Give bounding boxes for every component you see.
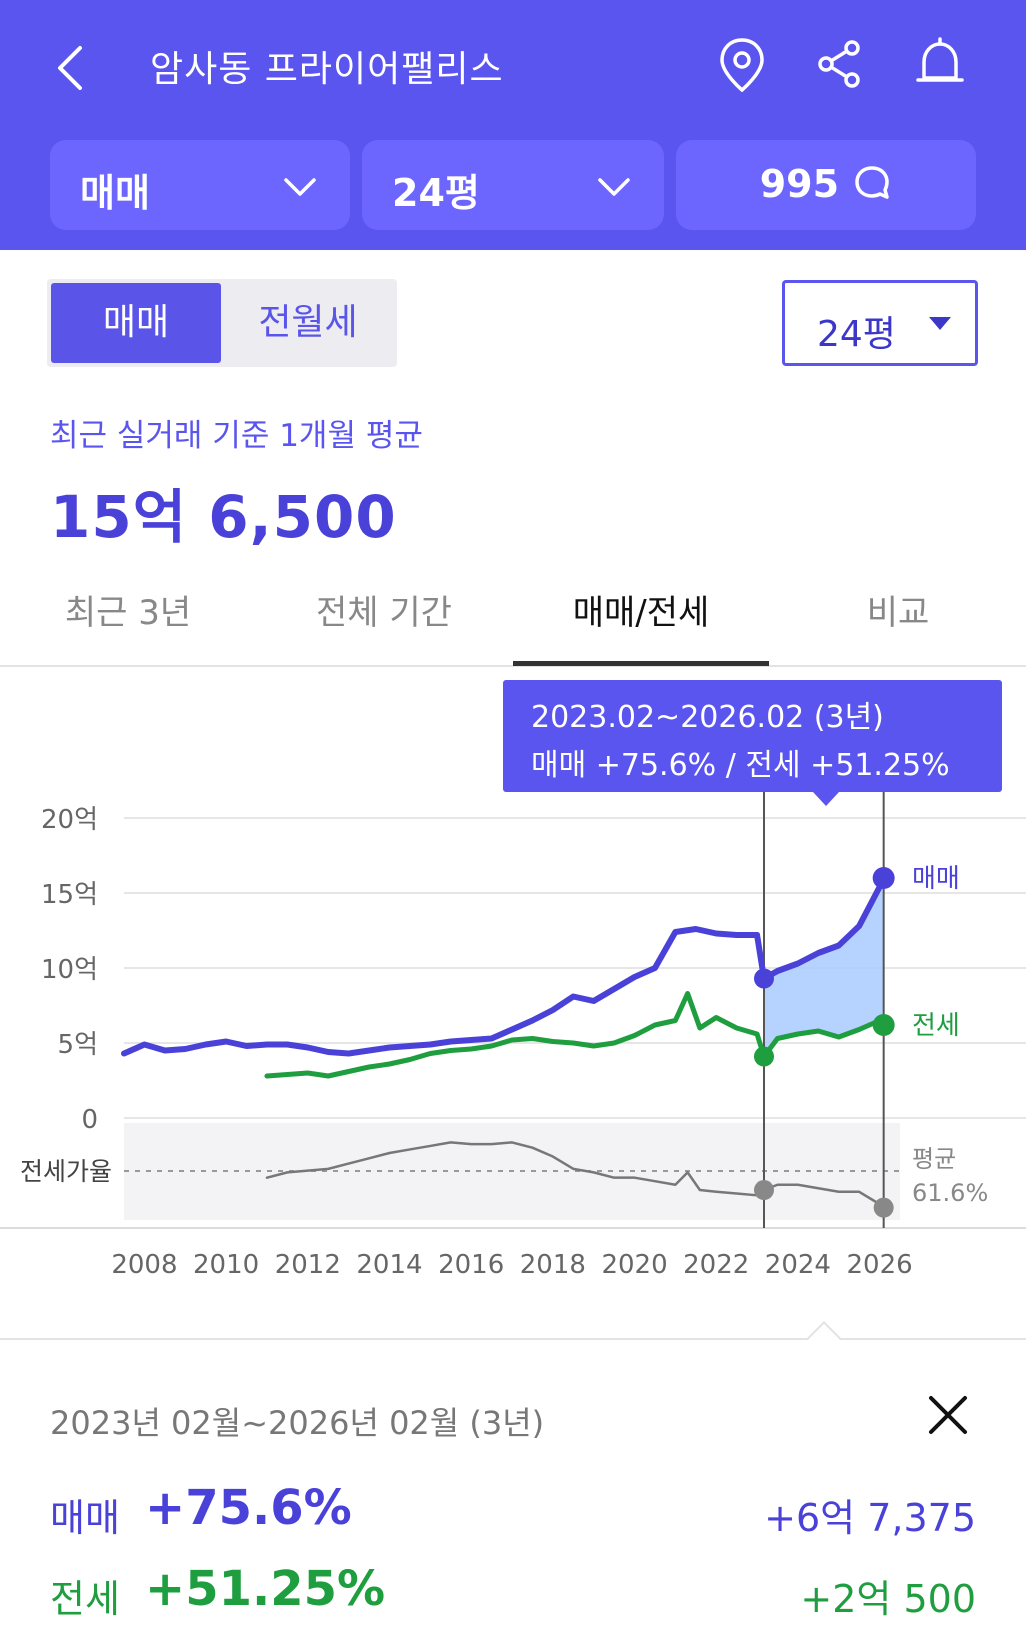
range-tooltip: 2023.02~2026.02 (3년) 매매 +75.6% / 전세 +51.… bbox=[503, 680, 1002, 806]
x-tick-label: 2016 bbox=[438, 1250, 504, 1280]
x-tick-label: 2024 bbox=[765, 1250, 831, 1280]
section-divider bbox=[0, 1338, 1026, 1340]
tab-all-period[interactable]: 전체 기간 bbox=[316, 593, 452, 633]
close-icon[interactable] bbox=[925, 1392, 971, 1438]
x-tick-label: 2026 bbox=[846, 1250, 912, 1280]
average-price: 15억 6,500 bbox=[50, 483, 397, 551]
ratio-average-value: 61.6% bbox=[912, 1179, 988, 1207]
comments-count: 995 bbox=[676, 162, 976, 206]
ratio-average-label: 평균 bbox=[912, 1145, 956, 1173]
x-tick-label: 2022 bbox=[683, 1250, 749, 1280]
summary-sale-pct: +75.6% bbox=[145, 1480, 352, 1536]
jeonse-series-label: 전세 bbox=[912, 1011, 960, 1041]
ratio-end-point bbox=[873, 1197, 894, 1218]
highlight-area bbox=[763, 878, 884, 1057]
share-icon[interactable] bbox=[810, 34, 870, 94]
y-tick-label: 5억 bbox=[58, 1030, 98, 1060]
ratio-line bbox=[265, 1141, 885, 1209]
summary-sale-amount: +6억 7,375 bbox=[764, 1496, 976, 1540]
bell-icon[interactable] bbox=[910, 34, 970, 94]
y-tick-label: 20억 bbox=[41, 805, 98, 835]
tooltip-changes: 매매 +75.6% / 전세 +51.25% bbox=[531, 748, 950, 783]
x-tick-label: 2008 bbox=[111, 1250, 177, 1280]
segment-sale[interactable]: 매매 bbox=[51, 283, 221, 363]
trade-type-filter[interactable]: 매매 bbox=[50, 140, 350, 230]
tab-sale-jeonse[interactable]: 매매/전세 bbox=[572, 593, 710, 633]
price-chart-svg: 20억 15억 10억 5억 0 전세가율 평균 61.6% 2008 2010 2012 2014 2… bbox=[0, 788, 1026, 1280]
summary-sale-label: 매매 bbox=[50, 1496, 120, 1540]
trade-segmented-control: 매매 전월세 bbox=[47, 279, 397, 367]
x-tick-label: 2010 bbox=[193, 1250, 259, 1280]
app-header: 암사동 프라이어팰리스 매매 24평 995 bbox=[0, 0, 1026, 250]
sale-end-point bbox=[872, 867, 895, 889]
y-tick-label: 10억 bbox=[41, 955, 98, 985]
x-tick-label: 2018 bbox=[520, 1250, 586, 1280]
area-dropdown-label: 24평 bbox=[817, 314, 896, 355]
summary-jeonse-label: 전세 bbox=[50, 1577, 120, 1621]
y-tick-label: 0 bbox=[81, 1105, 98, 1135]
tab-recent-3y[interactable]: 최근 3년 bbox=[64, 593, 192, 633]
ratio-axis-label: 전세가율 bbox=[20, 1157, 112, 1186]
segment-rent[interactable]: 전월세 bbox=[258, 302, 358, 343]
price-caption: 최근 실거래 기준 1개월 평균 bbox=[50, 418, 423, 454]
jeonse-start-point bbox=[753, 1046, 774, 1067]
comments-button[interactable]: 995 bbox=[676, 140, 976, 230]
y-tick-label: 15억 bbox=[41, 880, 98, 910]
active-tab-indicator bbox=[513, 661, 769, 666]
chevron-down-icon bbox=[598, 178, 630, 196]
area-filter[interactable]: 24평 bbox=[362, 140, 664, 230]
jeonse-end-point bbox=[872, 1014, 895, 1036]
sale-start-point bbox=[753, 968, 774, 989]
tooltip-period: 2023.02~2026.02 (3년) bbox=[531, 700, 884, 735]
chevron-down-icon bbox=[284, 178, 316, 196]
caret-down-icon bbox=[929, 317, 951, 330]
sale-series-label: 매매 bbox=[912, 864, 960, 894]
summary-jeonse-pct: +51.25% bbox=[145, 1561, 386, 1617]
tab-compare[interactable]: 비교 bbox=[866, 593, 930, 633]
x-tick-label: 2014 bbox=[356, 1250, 422, 1280]
jeonse-line bbox=[264, 991, 887, 1079]
divider-notch bbox=[807, 1321, 841, 1355]
x-tick-label: 2012 bbox=[275, 1250, 341, 1280]
ratio-start-point bbox=[753, 1180, 774, 1201]
back-arrow-icon[interactable] bbox=[48, 36, 98, 96]
trade-type-label: 매매 bbox=[80, 171, 150, 215]
summary-jeonse-amount: +2억 500 bbox=[800, 1577, 976, 1621]
area-dropdown[interactable]: 24평 bbox=[782, 280, 978, 366]
location-pin-icon[interactable] bbox=[712, 34, 772, 94]
summary-period: 2023년 02월~2026년 02월 (3년) bbox=[50, 1404, 545, 1442]
period-tabs: 최근 3년 전체 기간 매매/전세 비교 bbox=[0, 555, 1026, 667]
tooltip-notch bbox=[813, 792, 839, 806]
x-tick-label: 2020 bbox=[601, 1250, 667, 1280]
price-chart[interactable]: 20억 15억 10억 5억 0 전세가율 평균 61.6% 2008 2010 2012 2014 2… bbox=[0, 668, 1026, 1308]
area-filter-label: 24평 bbox=[392, 171, 480, 215]
speech-bubble-icon bbox=[855, 166, 890, 199]
page-title: 암사동 프라이어팰리스 bbox=[150, 49, 504, 90]
